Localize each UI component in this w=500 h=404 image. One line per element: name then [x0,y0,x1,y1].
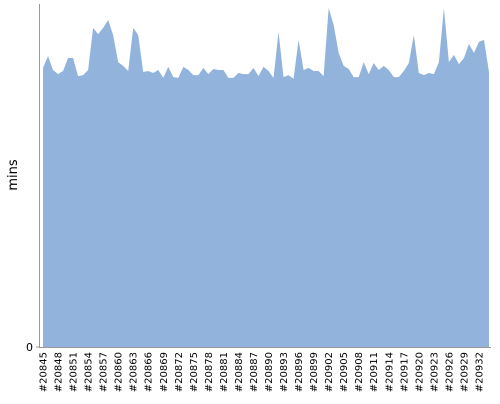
x-tick-label: #20860 [114,352,125,392]
x-tick-label: #20857 [99,352,110,392]
x-tick-label: #20884 [234,352,245,392]
x-tick-label: #20845 [39,352,50,392]
x-tick-label: #20878 [204,352,215,392]
x-tick-label: #20932 [474,352,485,392]
x-tick-label: #20872 [174,352,185,392]
x-tick-label: #20896 [294,352,305,392]
x-tick-label: #20848 [54,352,65,392]
y-axis-label: mins [6,159,21,191]
area [43,8,489,347]
x-tick-label: #20869 [159,352,170,392]
x-tick-label: #20887 [249,352,260,392]
x-tick-label: #20899 [309,352,320,392]
x-tick-label: #20866 [144,352,155,392]
x-tick-label: #20890 [264,352,275,392]
x-tick-label: #20851 [69,352,80,392]
y-tick-label: 0 [26,341,33,354]
x-tick-label: #20929 [459,352,470,392]
x-tick-label: #20854 [84,352,95,392]
x-tick-label: #20905 [339,352,350,392]
x-tick-label: #20923 [429,352,440,392]
x-tick-label: #20920 [414,352,425,392]
x-tick-label: #20908 [354,352,365,392]
x-tick-label: #20875 [189,352,200,392]
x-tick-label: #20881 [219,352,230,392]
x-tick-label: #20863 [129,352,140,392]
x-tick-label: #20911 [369,352,380,392]
x-tick-label: #20914 [384,352,395,392]
x-tick-label: #20917 [399,352,410,392]
x-tick-label: #20902 [324,352,335,392]
x-tick-label: #20893 [279,352,290,392]
x-tick-label: #20926 [444,352,455,392]
